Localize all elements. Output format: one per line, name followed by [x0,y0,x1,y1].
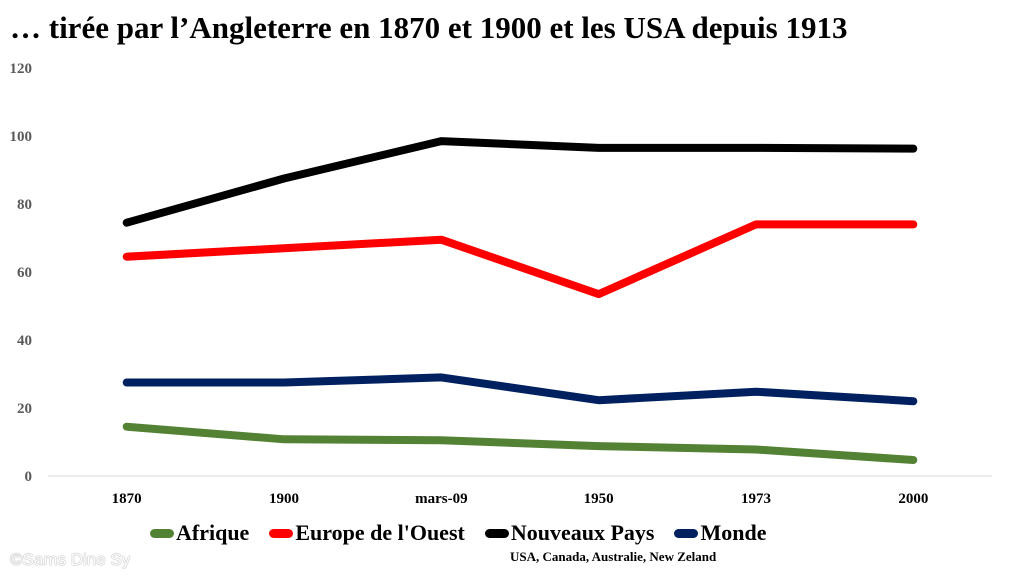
slide-title: … tirée par l’Angleterre en 1870 et 1900… [10,10,848,45]
series-line-afrique [122,422,918,464]
x-axis: 1870 1900 mars-09 1950 1973 2000 [112,491,929,507]
series-line-monde [122,373,918,406]
watermark: ©Sams Dine Sy [10,550,131,569]
x-tick-label: 2000 [898,491,928,507]
y-tick-label: 80 [17,197,32,213]
y-axis: 0 20 40 60 80 100 120 [10,61,33,485]
y-tick-label: 0 [25,469,33,485]
y-tick-label: 100 [10,129,33,145]
legend-label: Afrique [176,520,250,545]
legend-label: Nouveaux Pays [510,520,655,545]
y-tick-label: 60 [17,265,32,281]
series-lines [122,137,918,464]
legend-item: Monde [674,520,766,546]
x-tick-label: 1973 [741,491,771,507]
x-tick-label: mars-09 [415,491,468,507]
y-tick-label: 120 [10,61,33,77]
legend-item: Europe de l'Ouest [269,520,465,546]
legend-label: Europe de l'Ouest [295,520,465,545]
y-tick-label: 40 [17,333,32,349]
legend-swatch [674,528,699,538]
legend-item: Afrique [150,520,249,546]
legend-item: Nouveaux Pays [484,520,655,546]
x-tick-label: 1900 [269,491,299,507]
legend-label: Monde [700,520,767,545]
legend: Afrique Europe de l'Ouest Nouveaux Pays Mon… [150,518,786,548]
x-tick-label: 1950 [584,491,614,507]
legend-swatch [150,528,174,538]
y-tick-label: 20 [17,401,32,417]
series-line-europe-de-l-ouest [122,220,918,299]
legend-swatch [269,528,294,538]
x-tick-label: 1870 [112,491,142,507]
nouveaux-pays-note: USA, Canada, Australie, New Zeland [510,549,717,564]
legend-swatch [484,528,509,538]
series-line-nouveaux-pays [122,137,918,227]
